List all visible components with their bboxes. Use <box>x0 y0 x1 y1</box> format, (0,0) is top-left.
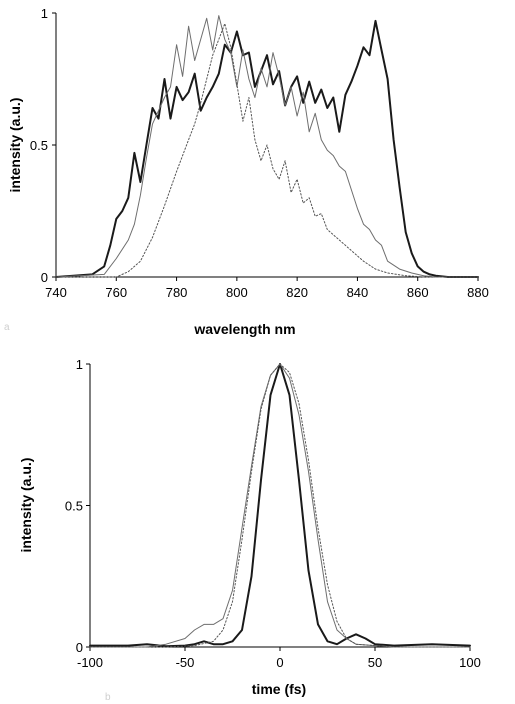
chart-2: -100 -50 0 50 100 0 0.5 1 time (fs) intensity (a.… <box>18 357 481 703</box>
chart-2-x-tick-label: 50 <box>368 655 382 670</box>
chart-2-y-tick-label: 0.5 <box>65 499 83 514</box>
chart-1-x-tick-label: 820 <box>286 285 308 300</box>
chart-1-y-tick-label: 0.5 <box>30 138 48 153</box>
chart-2-series-line-dotted <box>89 363 471 648</box>
chart-1-panel-letter: a <box>4 322 10 333</box>
chart-2-y-tick-label: 1 <box>76 357 83 372</box>
chart-2-x-tick-label: 100 <box>459 655 481 670</box>
chart-1-y-axis-title: intensity (a.u.) <box>7 98 23 193</box>
chart-2-y-axis-title: intensity (a.u.) <box>18 458 34 553</box>
chart-1-series-line-dotted <box>55 23 479 278</box>
chart-1-series-line-thin <box>55 15 479 278</box>
chart-1-x-axis-title: wavelength nm <box>193 321 295 337</box>
chart-1-x-tick-label: 860 <box>407 285 429 300</box>
chart-1-x-tick-label: 760 <box>105 285 127 300</box>
chart-2-y-tick-label: 0 <box>76 640 83 655</box>
chart-2-panel-letter: b <box>105 692 111 703</box>
chart-2-x-axis-title: time (fs) <box>252 681 306 697</box>
chart-2-x-tick-label: -100 <box>77 655 103 670</box>
chart-2-series-line-thin <box>89 363 471 648</box>
chart-2-x-tick-label: -50 <box>176 655 195 670</box>
chart-1-x-tick-label: 800 <box>226 285 248 300</box>
chart-1-x-tick-label: 840 <box>347 285 369 300</box>
chart-1-x-tick-label: 780 <box>166 285 188 300</box>
chart-1-x-tick-label: 740 <box>45 285 67 300</box>
chart-1: 740 760 780 800 820 840 860 880 0 0.5 1 wavelength … <box>4 6 489 337</box>
chart-1-y-tick-label: 0 <box>41 270 48 285</box>
chart-1-series-line-thick <box>55 19 479 278</box>
chart-1-y-tick-label: 1 <box>41 6 48 21</box>
chart-2-x-tick-label: 0 <box>276 655 283 670</box>
chart-1-x-tick-label: 880 <box>467 285 489 300</box>
chart-2-series-line-thick <box>89 363 471 648</box>
